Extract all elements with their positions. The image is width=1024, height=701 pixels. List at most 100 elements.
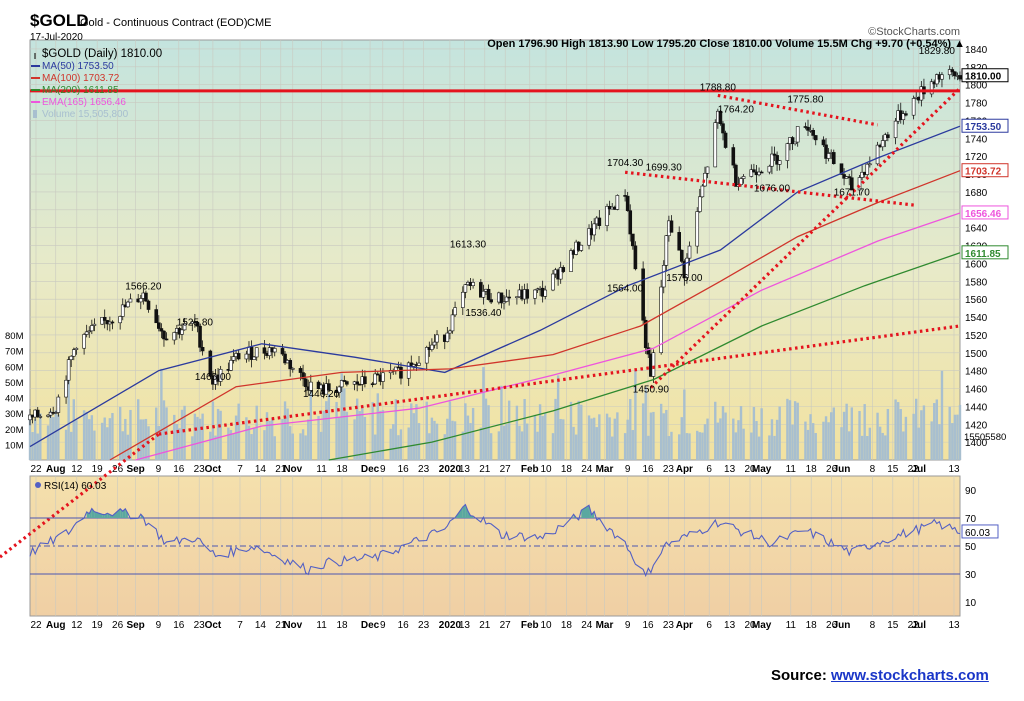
volume-bar: [325, 401, 328, 460]
candle-body: [770, 153, 774, 167]
x-tick-label: Oct: [205, 620, 222, 631]
candle-body: [940, 74, 944, 80]
candle-body: [713, 122, 718, 168]
candle-body: [74, 347, 79, 350]
volume-bar: [902, 431, 905, 460]
x-tick-label: 13: [459, 620, 471, 631]
volume-bar: [714, 401, 717, 460]
candle-body: [551, 273, 555, 291]
candle-body: [283, 353, 287, 364]
candle-body: [48, 411, 53, 416]
x-tick-label: 12: [71, 620, 83, 631]
candle-body: [146, 300, 151, 310]
source-link[interactable]: www.stockcharts.com: [831, 667, 989, 684]
candle-body: [486, 288, 491, 300]
volume-bar: [175, 423, 179, 460]
x-tick-label: 26: [826, 620, 838, 631]
volume-bar: [884, 435, 887, 460]
x-tick-label: 2020: [439, 464, 462, 475]
candle-body: [301, 372, 305, 380]
price-tick-label: 1400: [965, 438, 988, 449]
candle-body: [651, 352, 656, 377]
candle-body: [231, 356, 236, 361]
price-annotation: 1775.80: [787, 94, 824, 105]
x-tick-label: 20: [744, 620, 756, 631]
source-prefix: Source:: [771, 667, 832, 684]
volume-bar: [343, 388, 346, 460]
volume-bar: [283, 401, 287, 460]
x-tick-label: 26: [112, 620, 124, 631]
x-tick-label: 19: [92, 464, 104, 475]
volume-bar: [737, 420, 740, 460]
last-value-tag: 1703.72: [965, 167, 1002, 178]
x-tick-label: Feb: [521, 620, 539, 631]
volume-bar: [219, 410, 222, 460]
volume-bar: [103, 417, 106, 460]
candle-body: [157, 322, 161, 329]
volume-tick-label: 20M: [5, 425, 24, 436]
candle-body: [826, 153, 831, 159]
candle-body: [182, 323, 187, 331]
volume-bar: [291, 433, 294, 460]
volume-bar: [577, 400, 580, 460]
price-tick-label: 1500: [965, 349, 988, 360]
price-tick-label: 1720: [965, 152, 988, 163]
volume-bar: [345, 411, 349, 460]
volume-bar: [773, 435, 776, 460]
volume-bar: [778, 406, 781, 460]
volume-bar: [652, 411, 655, 460]
price-annotation: 1536.40: [465, 308, 502, 319]
volume-bar: [337, 417, 341, 460]
volume-bar: [629, 399, 632, 460]
volume-bar: [469, 423, 472, 460]
volume-bar: [706, 418, 709, 460]
candle-body: [236, 353, 241, 360]
candle-body: [138, 298, 143, 303]
candle-body: [821, 139, 826, 146]
x-tick-label: 24: [581, 464, 593, 475]
volume-bar: [196, 416, 199, 460]
rsi-overbought-fill: [581, 505, 590, 518]
volume-bar: [644, 386, 647, 460]
candle-body: [432, 341, 437, 346]
price-annotation: 1764.20: [718, 105, 755, 116]
last-value-tag-box: [961, 118, 1009, 133]
candle-body: [144, 292, 148, 302]
volume-bar: [507, 400, 511, 460]
candle-body: [597, 217, 602, 226]
volume-bar: [948, 406, 951, 460]
candle-body: [950, 69, 955, 73]
volume-bar: [626, 419, 629, 460]
volume-bar: [559, 418, 562, 460]
volume-bar: [399, 429, 403, 460]
x-tick-label: Jun: [833, 464, 851, 475]
price-tick-label: 1480: [965, 367, 988, 378]
volume-bar: [876, 412, 879, 460]
volume-bar: [72, 399, 75, 460]
volume-last-tag: 15505580: [964, 432, 1006, 443]
volume-bar: [742, 428, 745, 460]
candle-body: [752, 169, 756, 173]
rsi-overbought-fill: [465, 504, 468, 518]
price-tick-label: 1440: [965, 402, 988, 413]
volume-bar: [587, 415, 591, 460]
volume-bar: [616, 412, 619, 460]
volume-bar: [953, 414, 957, 460]
volume-bar: [430, 417, 434, 460]
volume-bar: [760, 408, 763, 460]
candle-body: [363, 376, 367, 385]
x-tick-label: 23: [418, 464, 430, 475]
volume-bar: [288, 426, 292, 460]
volume-bar: [822, 421, 825, 460]
volume-bar: [739, 406, 743, 460]
header-brand: ©StockCharts.com: [868, 26, 960, 38]
volume-bar: [36, 433, 39, 460]
legend-entry: MA(100) 1703.72: [42, 73, 120, 84]
volume-bar: [858, 410, 861, 460]
volume-bar: [842, 411, 846, 460]
x-tick-label: Jul: [912, 464, 927, 475]
volume-bar: [198, 418, 202, 460]
volume-bar: [649, 412, 653, 460]
price-annotation: 1446.20: [303, 389, 340, 400]
candle-body: [958, 75, 962, 80]
